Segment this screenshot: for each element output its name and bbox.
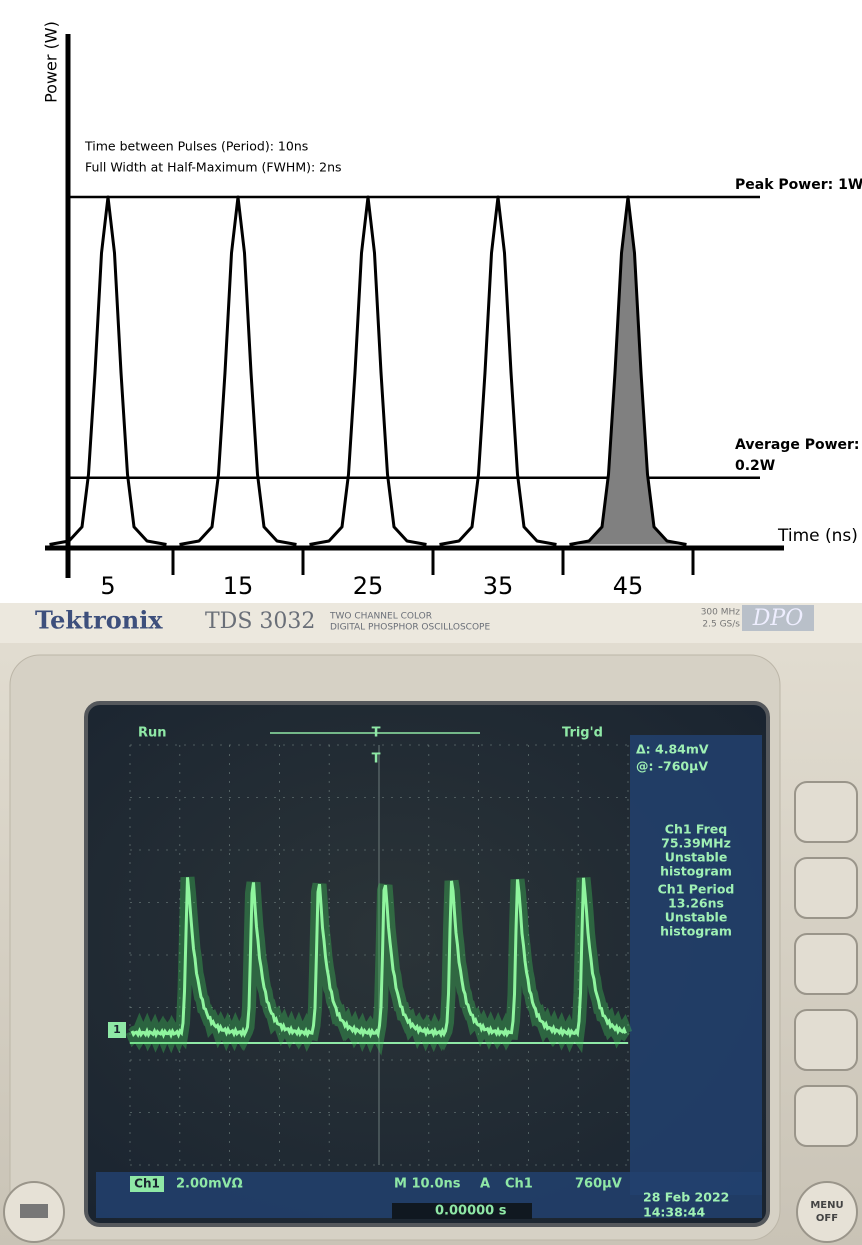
trigger-level-readout: 760µV — [575, 1177, 622, 1192]
date: 28 Feb 2022 — [643, 1190, 729, 1205]
measurement: Unstable — [665, 850, 728, 865]
reference-label: Average Power: — [735, 437, 860, 453]
soft-button[interactable] — [794, 1009, 858, 1071]
measurement: histogram — [660, 924, 732, 939]
measurement: Unstable — [665, 910, 728, 925]
measurement: Ch1 Freq — [665, 822, 727, 837]
graticule — [129, 744, 629, 1166]
annotation: Full Width at Half-Maximum (FWHM): 2ns — [85, 160, 342, 175]
trigger-marker: T — [372, 752, 381, 767]
x-tick-label: 5 — [100, 572, 115, 600]
y-axis-label: Power (W) — [42, 21, 61, 103]
soft-button[interactable] — [794, 781, 858, 843]
channel-box — [130, 1176, 164, 1192]
reference-label: 0.2W — [735, 458, 775, 474]
model-line: TWO CHANNEL COLOR — [329, 612, 432, 622]
oscilloscope-photo: Tektronix TDS 3032 TWO CHANNEL COLOR DIG… — [0, 603, 862, 1245]
channel-marker: 1 — [113, 1023, 121, 1036]
channel-marker-box — [108, 1022, 126, 1038]
trigger-source: A — [480, 1177, 490, 1192]
menu-label: MENU — [810, 1200, 843, 1211]
timebase: M 10.0ns — [394, 1177, 461, 1192]
x-tick-label: 45 — [613, 572, 644, 600]
spec: 2.5 GS/s — [702, 620, 740, 630]
pulse — [49, 195, 167, 546]
pulse — [569, 195, 687, 546]
status: Run — [138, 726, 167, 741]
screen — [84, 701, 770, 1227]
vertical-scale: 2.00mVΩ — [176, 1177, 243, 1192]
trigger-marker: T — [372, 726, 381, 741]
waveform — [130, 877, 627, 1039]
top-strip — [0, 603, 862, 643]
trigger-source: Ch1 — [505, 1177, 533, 1192]
menu-label: OFF — [816, 1213, 838, 1224]
badge: DPO — [752, 606, 803, 631]
reference-label: Peak Power: 1W — [735, 177, 862, 193]
x-axis-label: Time (ns) — [777, 526, 858, 546]
buttons — [3, 781, 858, 1243]
soft-button[interactable] — [794, 857, 858, 919]
position: 0.00000 s — [435, 1204, 507, 1219]
pulse — [309, 195, 427, 546]
cursor-readout: @: -760µV — [636, 759, 708, 774]
time: 14:38:44 — [643, 1205, 705, 1220]
soft-button[interactable] — [794, 1085, 858, 1147]
pulse — [179, 195, 297, 546]
spec: 300 MHz — [701, 608, 741, 618]
menu-button[interactable] — [796, 1181, 858, 1243]
pulse — [439, 195, 557, 546]
pulse-chart: Power (W) Time (ns) Time between Pulses … — [42, 21, 862, 600]
print-icon — [20, 1204, 48, 1218]
side-panel — [630, 735, 762, 1195]
model-line: DIGITAL PHOSPHOR OSCILLOSCOPE — [330, 623, 490, 633]
trigger-state: Trig'd — [562, 726, 603, 741]
position-box — [392, 1203, 532, 1219]
measurement: histogram — [660, 864, 732, 879]
annotation: Time between Pulses (Period): 10ns — [84, 139, 308, 154]
x-tick-label: 15 — [223, 572, 254, 600]
soft-button[interactable] — [794, 933, 858, 995]
measurement: 13.26ns — [668, 896, 724, 911]
x-tick-label: 25 — [353, 572, 384, 600]
pulse-fill — [569, 197, 687, 545]
channel: Ch1 — [134, 1177, 160, 1191]
x-tick-label: 35 — [483, 572, 514, 600]
cursor-readout: Δ: 4.84mV — [636, 742, 709, 757]
measurement: Ch1 Period — [658, 882, 735, 897]
brand: Tektronix — [35, 606, 163, 635]
badge-box — [742, 605, 814, 631]
model: TDS 3032 — [205, 609, 315, 634]
measurement: 75.39MHz — [661, 836, 731, 851]
